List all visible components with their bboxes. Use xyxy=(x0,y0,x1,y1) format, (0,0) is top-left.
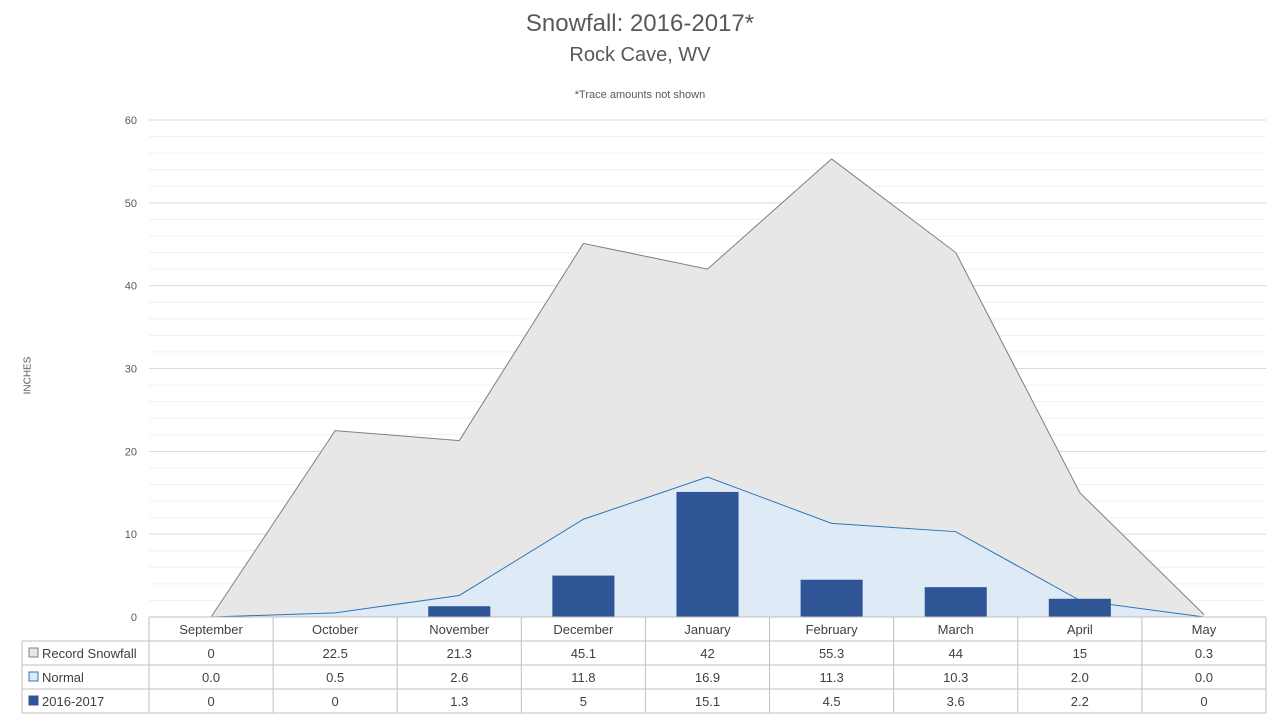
bar-march xyxy=(924,587,987,617)
bar-april xyxy=(1048,598,1111,617)
table-cell: 11.8 xyxy=(571,670,595,685)
table-cell: 0 xyxy=(332,694,339,709)
category-label: January xyxy=(684,622,731,637)
legend-label: 2016-2017 xyxy=(42,694,104,709)
y-tick-label: 10 xyxy=(125,529,137,541)
table-cell: 55.3 xyxy=(819,646,844,661)
category-label: May xyxy=(1192,622,1217,637)
y-tick-label: 50 xyxy=(125,198,137,210)
table-cell: 4.5 xyxy=(823,694,841,709)
legend-label: Normal xyxy=(42,670,84,685)
category-label: November xyxy=(429,622,490,637)
bar-february xyxy=(800,579,863,617)
category-label: December xyxy=(553,622,614,637)
bar-november xyxy=(428,606,491,617)
table-cell: 2.2 xyxy=(1071,694,1089,709)
table-cell: 21.3 xyxy=(447,646,472,661)
chart-title: Snowfall: 2016-2017* xyxy=(525,10,755,37)
table-cell: 0.5 xyxy=(326,670,344,685)
line-record-snowfall xyxy=(210,158,1205,618)
table-cell: 1.3 xyxy=(450,694,468,709)
category-label: September xyxy=(179,622,243,637)
bar-december xyxy=(552,575,615,617)
table-cell: 44 xyxy=(948,646,962,661)
table-cell: 11.3 xyxy=(819,670,843,685)
table-cell: 3.6 xyxy=(947,694,965,709)
table-cell: 16.9 xyxy=(695,670,720,685)
table-cell: 0 xyxy=(1200,694,1207,709)
chart-note: *Trace amounts not shown xyxy=(574,89,706,101)
chart-subtitle: Rock Cave, WV xyxy=(569,44,711,66)
table-cell: 2.0 xyxy=(1071,670,1089,685)
table-cell: 0.0 xyxy=(1195,670,1213,685)
table-cell: 42 xyxy=(700,646,714,661)
legend-swatch xyxy=(28,695,39,706)
table-cell: 0.0 xyxy=(202,670,220,685)
legend-swatch xyxy=(28,671,39,682)
table-cell: 0 xyxy=(207,694,214,709)
table-cell: 45.1 xyxy=(571,646,596,661)
category-label: February xyxy=(806,622,859,637)
legend-label: Record Snowfall xyxy=(42,646,137,661)
area-record-snowfall xyxy=(211,158,1204,617)
table-cell: 0 xyxy=(207,646,214,661)
table-cell: 15.1 xyxy=(695,694,720,709)
y-tick-label: 0 xyxy=(131,612,137,624)
table-cell: 10.3 xyxy=(943,670,968,685)
bar-january xyxy=(676,491,739,617)
table-cell: 15 xyxy=(1073,646,1087,661)
table-cell: 2.6 xyxy=(450,670,468,685)
y-tick-label: 40 xyxy=(125,281,137,293)
category-label: March xyxy=(938,622,974,637)
y-tick-label: 60 xyxy=(125,115,137,127)
y-tick-label: 30 xyxy=(125,364,137,376)
table-cell: 0.3 xyxy=(1195,646,1213,661)
legend-swatch xyxy=(28,647,39,658)
y-tick-label: 20 xyxy=(125,446,137,458)
line-normal xyxy=(211,476,1205,618)
category-label: April xyxy=(1067,622,1093,637)
table-cell: 5 xyxy=(580,694,587,709)
table-cell: 22.5 xyxy=(323,646,348,661)
category-label: October xyxy=(312,622,359,637)
